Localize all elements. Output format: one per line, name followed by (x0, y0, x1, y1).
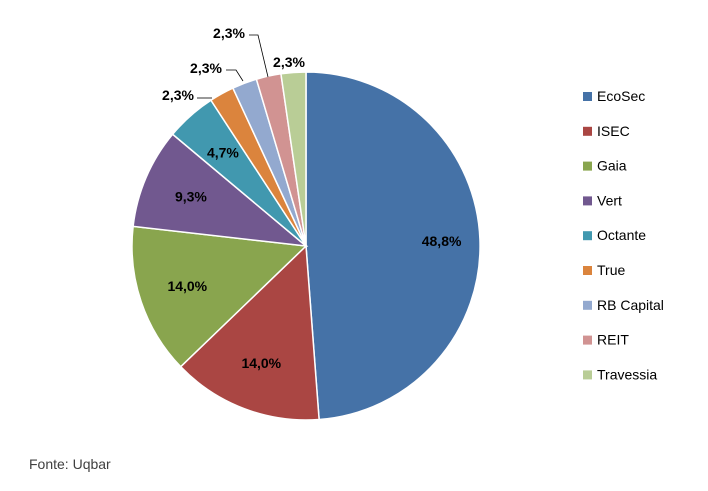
legend-swatch-ecosec (583, 92, 592, 101)
leader-line-rb-capital (226, 69, 244, 82)
pie-slices (131, 71, 481, 421)
data-label-true: 2,3% (162, 87, 194, 103)
leader-line-reit (249, 34, 269, 78)
legend-label-rb-capital: RB Capital (597, 297, 664, 313)
legend-swatch-true (583, 266, 592, 275)
data-label-ecosec: 48,8% (422, 233, 462, 249)
data-label-gaia: 14,0% (167, 278, 207, 294)
data-label-reit: 2,3% (213, 25, 245, 41)
legend-swatch-reit (583, 335, 592, 345)
legend-label-octante: Octante (597, 227, 646, 243)
data-labels: 48,8% 14,0% 14,0% 9,3% 4,7% 2,3% 2,3% 2,3% 2,3% (162, 25, 462, 371)
pie-slice-travessia (280, 71, 307, 247)
pie-slice-vert (132, 133, 309, 248)
legend-swatch-travessia (583, 370, 592, 380)
legend-label-reit: REIT (597, 332, 629, 348)
legend-label-true: True (597, 262, 625, 278)
source-note: Fonte: Uqbar (29, 456, 111, 472)
pie-slice-ecosec (305, 71, 481, 421)
legend-label-ecosec: EcoSec (597, 88, 645, 104)
legend-label-isec: ISEC (597, 123, 630, 139)
data-label-vert: 9,3% (175, 189, 207, 205)
legend-swatch-isec (583, 126, 592, 136)
data-label-rb-capital: 2,3% (190, 60, 222, 76)
legend-label-travessia: Travessia (597, 366, 657, 382)
legend-swatch-rb-capital (583, 300, 592, 310)
pie-slice-gaia (131, 225, 308, 368)
legend-label-vert: Vert (597, 192, 622, 208)
legend: EcoSec ISEC Gaia Vert Octante True RB Capital R… (583, 88, 664, 382)
legend-swatch-vert (583, 196, 592, 206)
data-label-isec: 14,0% (241, 355, 281, 371)
leader-lines (197, 34, 269, 99)
legend-swatch-octante (583, 231, 592, 241)
data-label-octante: 4,7% (207, 144, 239, 160)
pie-slice-isec (179, 244, 320, 421)
legend-swatch-gaia (583, 161, 592, 171)
legend-label-gaia: Gaia (597, 158, 627, 174)
data-label-travessia: 2,3% (273, 54, 305, 70)
